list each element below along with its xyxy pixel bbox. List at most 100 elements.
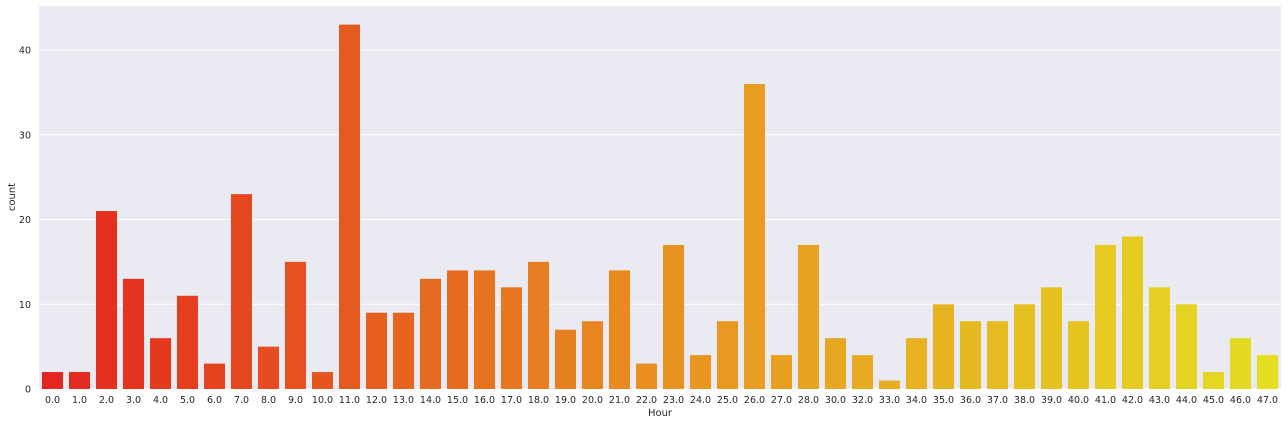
bar-44.0 [1175, 304, 1198, 389]
x-tick-label: 35.0 [933, 395, 954, 406]
x-tick-label: 37.0 [987, 395, 1008, 406]
x-tick-label: 41.0 [1095, 395, 1116, 406]
x-tick-label: 10.0 [312, 395, 333, 406]
x-tick-label: 23.0 [663, 395, 684, 406]
x-tick-label: 42.0 [1122, 395, 1143, 406]
x-tick-label: 6.0 [207, 395, 222, 406]
x-tick-label: 19.0 [555, 395, 576, 406]
bars-group [41, 24, 1279, 389]
bar-2.0 [95, 211, 118, 389]
bar-34.0 [905, 338, 928, 389]
bar-24.0 [689, 355, 712, 389]
x-tick-label: 43.0 [1149, 395, 1170, 406]
y-axis-label: count [7, 183, 18, 211]
x-tick-label: 34.0 [906, 395, 927, 406]
x-tick-label: 28.0 [798, 395, 819, 406]
bar-8.0 [257, 346, 280, 389]
y-tick-label: 10 [19, 300, 31, 311]
bar-1.0 [68, 372, 91, 389]
x-tick-label: 18.0 [528, 395, 549, 406]
bar-47.0 [1256, 355, 1279, 389]
bar-28.0 [797, 244, 820, 389]
y-tick-label: 40 [19, 46, 31, 57]
bar-18.0 [527, 261, 550, 389]
x-tick-label: 9.0 [288, 395, 303, 406]
x-tick-label: 30.0 [825, 395, 846, 406]
y-tick-labels: 0 10 20 30 40 [19, 46, 31, 396]
x-tick-label: 12.0 [366, 395, 387, 406]
bar-42.0 [1121, 236, 1144, 389]
bar-23.0 [662, 244, 685, 389]
x-tick-label: 24.0 [690, 395, 711, 406]
x-tick-label: 8.0 [261, 395, 276, 406]
bar-6.0 [203, 363, 226, 389]
x-tick-label: 25.0 [717, 395, 738, 406]
bar-16.0 [473, 270, 496, 389]
x-tick-label: 33.0 [879, 395, 900, 406]
bar-20.0 [581, 321, 604, 389]
x-tick-label: 15.0 [447, 395, 468, 406]
bar-5.0 [176, 295, 199, 389]
x-tick-label: 16.0 [474, 395, 495, 406]
bar-36.0 [959, 321, 982, 389]
bar-27.0 [770, 355, 793, 389]
x-tick-label: 47.0 [1257, 395, 1278, 406]
bar-46.0 [1229, 338, 1252, 389]
bar-39.0 [1040, 287, 1063, 389]
x-tick-labels: 0.0 1.0 2.0 3.0 4.0 5.0 6.0 7.0 8.0 9.0 10.0 11.0 12… [45, 395, 1278, 406]
x-tick-label: 32.0 [852, 395, 873, 406]
x-tick-label: 14.0 [420, 395, 441, 406]
x-tick-label: 2.0 [99, 395, 114, 406]
x-tick-label: 36.0 [960, 395, 981, 406]
bar-15.0 [446, 270, 469, 389]
x-tick-label: 5.0 [180, 395, 195, 406]
x-tick-label: 4.0 [153, 395, 168, 406]
x-tick-label: 27.0 [771, 395, 792, 406]
bar-4.0 [149, 338, 172, 389]
x-tick-label: 1.0 [72, 395, 87, 406]
bar-0.0 [41, 372, 64, 389]
bar-3.0 [122, 278, 145, 389]
x-axis-label: Hour [648, 408, 673, 419]
bar-38.0 [1013, 304, 1036, 389]
bar-30.0 [824, 338, 847, 389]
bar-12.0 [365, 312, 388, 389]
bar-10.0 [311, 372, 334, 389]
x-tick-label: 22.0 [636, 395, 657, 406]
bar-26.0 [743, 83, 766, 389]
x-tick-label: 20.0 [582, 395, 603, 406]
x-tick-label: 39.0 [1041, 395, 1062, 406]
x-tick-label: 0.0 [45, 395, 60, 406]
x-tick-label: 7.0 [234, 395, 249, 406]
x-tick-label: 40.0 [1068, 395, 1089, 406]
x-tick-label: 45.0 [1203, 395, 1224, 406]
y-tick-label: 20 [19, 215, 31, 226]
bar-11.0 [338, 24, 361, 389]
bar-13.0 [392, 312, 415, 389]
bar-45.0 [1202, 372, 1225, 389]
bar-37.0 [986, 321, 1009, 389]
bar-33.0 [878, 380, 901, 389]
x-tick-label: 44.0 [1176, 395, 1197, 406]
plot-background [39, 6, 1281, 389]
bar-19.0 [554, 329, 577, 389]
y-tick-label: 30 [19, 130, 31, 141]
bar-25.0 [716, 321, 739, 389]
bar-35.0 [932, 304, 955, 389]
bar-14.0 [419, 278, 442, 389]
x-tick-label: 38.0 [1014, 395, 1035, 406]
bar-43.0 [1148, 287, 1171, 389]
y-tick-label: 0 [25, 385, 31, 396]
bar-9.0 [284, 261, 307, 389]
x-tick-label: 46.0 [1230, 395, 1251, 406]
x-tick-label: 13.0 [393, 395, 414, 406]
bar-22.0 [635, 363, 658, 389]
bar-32.0 [851, 355, 874, 389]
x-tick-label: 26.0 [744, 395, 765, 406]
bar-17.0 [500, 287, 523, 389]
bar-21.0 [608, 270, 631, 389]
x-tick-label: 17.0 [501, 395, 522, 406]
bar-7.0 [230, 194, 253, 389]
bar-40.0 [1067, 321, 1090, 389]
